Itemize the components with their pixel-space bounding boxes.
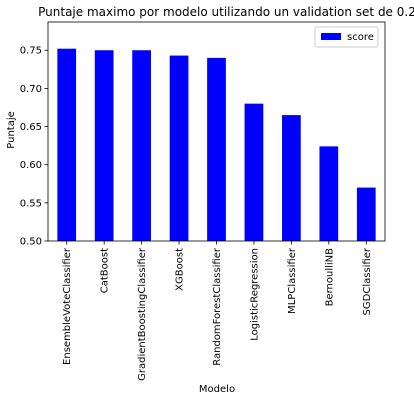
bar [94,50,114,242]
x-tick-label: MLPClassifier [287,247,298,314]
bar [169,55,189,241]
x-tick-label: CatBoost [100,248,111,293]
legend-label: score [347,32,374,43]
x-tick-label: BernoulliNB [324,248,335,307]
y-tick-label: 0.60 [20,160,42,171]
legend-frame [314,26,379,48]
x-tick-label: GradientBoostingClassifier [137,247,148,381]
y-tick-label: 0.50 [20,237,42,248]
bar [132,50,151,242]
chart-title: Puntaje maximo por modelo utilizando un … [38,5,414,19]
y-tick-label: 0.70 [20,84,42,95]
y-tick-label: 0.65 [20,122,42,133]
x-tick-label: RandomForestClassifier [212,247,223,366]
x-tick-label: EnsembleVoteClassifier [62,247,73,365]
bar [282,115,301,241]
y-tick-label: 0.75 [20,46,42,57]
y-tick-label: 0.55 [20,198,42,209]
bar [319,146,339,241]
y-axis-title: Puntaje [6,111,17,149]
x-axis-title: Modelo [199,384,235,395]
x-tick-label: XGBoost [175,248,186,291]
bar [57,48,77,241]
bar [356,187,376,241]
legend: score [314,26,379,48]
bar [244,103,264,241]
x-tick-label: SGDClassifier [362,247,373,315]
x-tick-label: LogisticRegression [249,248,260,341]
plot-area: 0.50 0.55 0.60 0.65 0.70 0.75 EnsembleVoteClas… [20,21,386,381]
bar [207,57,226,242]
legend-swatch [321,33,341,40]
